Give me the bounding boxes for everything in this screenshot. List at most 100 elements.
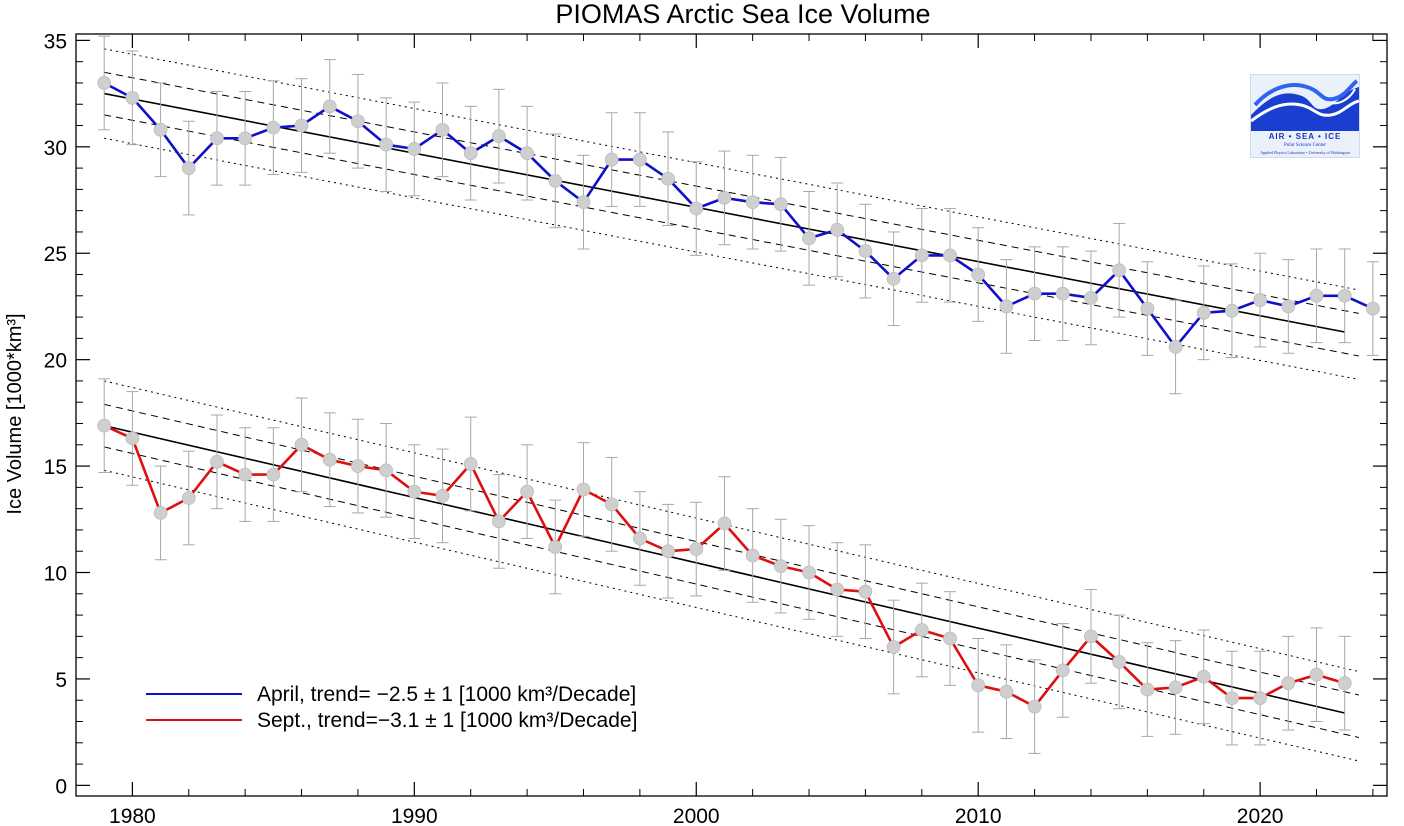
- april-data-point: [520, 146, 534, 161]
- april-data-point: [1055, 286, 1070, 301]
- sept-data-point: [802, 565, 816, 580]
- x-tick-label: 2000: [673, 805, 720, 826]
- axes: 0 5 10 15 20 25 30 35 1980 1990 2000 2010 2020: [44, 30, 1387, 826]
- y-tick-label: 35: [44, 30, 67, 53]
- april-data-point: [914, 248, 929, 263]
- april-data-point: [717, 190, 732, 205]
- sept-data-point: [1309, 667, 1324, 682]
- april-data-point: [407, 142, 422, 156]
- april-data-point: [181, 161, 196, 175]
- legend-april-label: April, trend= −2.5 ± 1 [1000 km³/Decade]: [257, 683, 636, 706]
- sept-data-point: [1168, 680, 1183, 695]
- legend: April, trend= −2.5 ± 1 [1000 km³/Decade]…: [146, 683, 637, 732]
- sept-data-point: [1225, 691, 1239, 705]
- sept-data-point: [1112, 655, 1127, 669]
- april-data-point: [1309, 288, 1324, 303]
- x-tick-label: 1990: [391, 805, 438, 826]
- x-tick-label: 2010: [955, 805, 1002, 826]
- april-data-point: [604, 152, 619, 167]
- sept-data-point: [914, 623, 929, 637]
- sept-data-point: [181, 491, 196, 505]
- april-data-point: [1140, 301, 1155, 316]
- april-data-point: [943, 248, 957, 263]
- april-data-point: [576, 195, 591, 210]
- sept-data-point: [886, 640, 901, 654]
- april-data-point: [463, 146, 478, 161]
- sept-data-point: [520, 484, 534, 499]
- sept-data-point: [604, 497, 619, 512]
- sept-data-point: [1140, 682, 1155, 697]
- sept-data-point: [97, 418, 112, 433]
- wave-icon: [1251, 79, 1359, 131]
- april-data-point: [1253, 293, 1268, 307]
- april-trend-band: [104, 114, 1359, 357]
- sept-data-point: [548, 540, 563, 554]
- april-data-point: [1168, 339, 1183, 354]
- april-data-point: [294, 118, 309, 133]
- april-data-point: [661, 171, 675, 186]
- sept-data-point: [717, 516, 732, 531]
- sept-data-point: [632, 531, 647, 546]
- sept-data-point: [125, 431, 140, 446]
- april-data-point: [689, 201, 704, 216]
- sept-data-point: [943, 631, 957, 646]
- april-data-point: [999, 299, 1014, 314]
- sept-data-point: [1027, 699, 1042, 714]
- chart-title: PIOMAS Arctic Sea Ice Volume: [555, 0, 930, 29]
- sept-data-point: [463, 457, 478, 471]
- april-data-point: [210, 131, 224, 146]
- y-tick-label: 5: [55, 669, 67, 692]
- sept-trend-band: [104, 469, 1359, 762]
- sept-data-point: [830, 582, 845, 597]
- logo-subtitle-2: Applied Physics Laboratory • University …: [1260, 150, 1350, 155]
- sept-data-point: [773, 559, 788, 574]
- april-data-point: [1337, 288, 1352, 303]
- april-data-point: [886, 271, 901, 286]
- april-data-point: [1084, 291, 1098, 305]
- sept-data-point: [266, 467, 281, 482]
- y-tick-label: 30: [44, 137, 67, 160]
- april-data-point: [1112, 263, 1127, 278]
- logo-subtitle: Polar Science Center: [1284, 143, 1326, 148]
- plot-area: [97, 35, 1380, 762]
- sept-data-point: [689, 542, 704, 556]
- april-trend-band: [104, 71, 1359, 314]
- legend-sept-label: Sept., trend=−3.1 ± 1 [1000 km³/Decade]: [257, 709, 637, 732]
- sept-trend-band: [104, 403, 1359, 696]
- sept-trend-band: [104, 380, 1359, 673]
- sept-data-point: [1337, 676, 1352, 691]
- sept-data-point: [1196, 669, 1211, 684]
- april-data-point: [153, 122, 168, 137]
- sept-data-point: [492, 514, 506, 529]
- april-data-point: [632, 152, 647, 167]
- sept-data-point: [379, 463, 394, 478]
- sept-data-point: [858, 584, 873, 599]
- sept-data-point: [1055, 663, 1070, 678]
- april-data-point: [548, 173, 563, 188]
- april-data-point: [745, 195, 760, 210]
- april-data-point: [773, 197, 788, 212]
- sept-data-point: [351, 459, 365, 473]
- sept-data-point: [576, 482, 591, 497]
- y-tick-label: 10: [44, 563, 67, 586]
- april-data-point: [858, 244, 873, 259]
- sept-data-point: [294, 437, 309, 452]
- y-tick-label: 0: [55, 775, 67, 798]
- plot-frame: [75, 33, 1388, 797]
- sept-data-point: [745, 548, 760, 563]
- april-data-point: [492, 129, 506, 144]
- y-tick-label: 15: [44, 456, 67, 479]
- air-sea-ice-logo: AIR • SEA • ICE Polar Science Center App…: [1250, 74, 1360, 158]
- sept-data-point: [238, 467, 253, 482]
- april-data-point: [1225, 303, 1239, 318]
- sept-data-point: [153, 506, 168, 520]
- april-data-point: [971, 267, 986, 282]
- y-axis-label: Ice Volume [1000*km³]: [4, 313, 26, 514]
- x-tick-label: 1980: [109, 805, 156, 826]
- sept-data-point: [210, 454, 224, 469]
- april-data-point: [97, 76, 112, 90]
- april-data-point: [351, 114, 365, 129]
- sept-data-point: [999, 684, 1014, 699]
- april-data-point: [125, 90, 140, 105]
